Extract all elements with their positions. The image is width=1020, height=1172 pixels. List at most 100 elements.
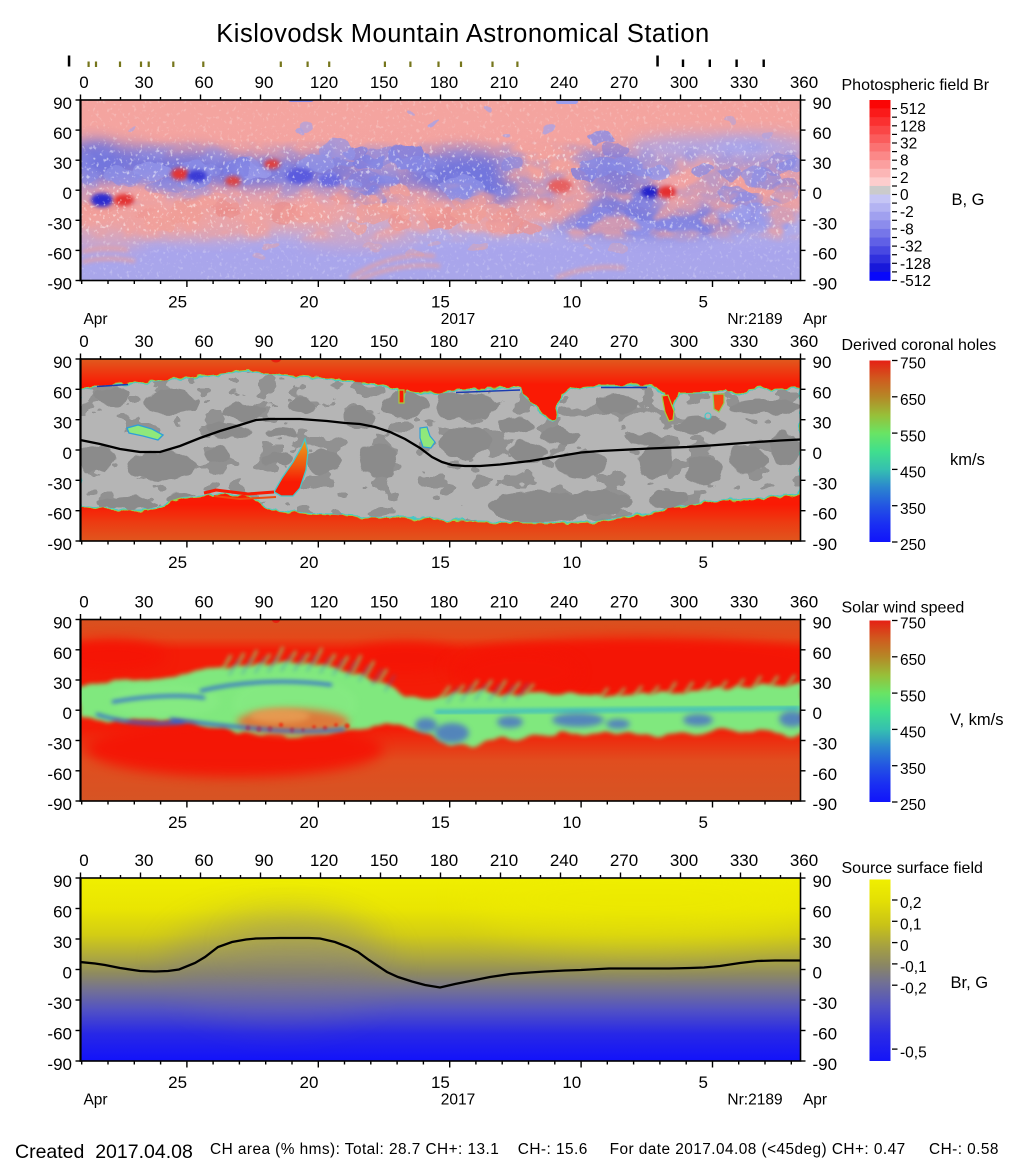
svg-text:0,1: 0,1 bbox=[900, 917, 922, 934]
svg-text:5: 5 bbox=[698, 1073, 707, 1092]
svg-text:32: 32 bbox=[900, 136, 917, 153]
svg-text:2017: 2017 bbox=[441, 311, 475, 328]
svg-text:120: 120 bbox=[310, 332, 338, 351]
svg-text:90: 90 bbox=[53, 94, 72, 113]
svg-text:0: 0 bbox=[63, 964, 72, 983]
svg-text:8: 8 bbox=[900, 153, 909, 170]
svg-text:270: 270 bbox=[610, 593, 638, 612]
svg-text:2: 2 bbox=[900, 170, 909, 187]
svg-text:0: 0 bbox=[79, 332, 88, 351]
svg-text:240: 240 bbox=[550, 332, 578, 351]
svg-text:128: 128 bbox=[900, 118, 926, 135]
svg-text:-128: -128 bbox=[900, 256, 931, 273]
svg-text:10: 10 bbox=[562, 293, 581, 312]
svg-text:20: 20 bbox=[300, 813, 319, 832]
svg-text:CH area (% hms): Total: 28.7 C: CH area (% hms): Total: 28.7 CH+: 13.1 bbox=[210, 1141, 499, 1158]
svg-text:300: 300 bbox=[670, 851, 698, 870]
svg-text:90: 90 bbox=[255, 73, 274, 92]
svg-text:30: 30 bbox=[813, 154, 832, 173]
svg-text:Created 2017.04.08: Created 2017.04.08 bbox=[15, 1141, 193, 1163]
svg-text:-30: -30 bbox=[47, 994, 72, 1013]
svg-text:-30: -30 bbox=[47, 214, 72, 233]
svg-text:B, G: B, G bbox=[952, 191, 985, 209]
svg-text:150: 150 bbox=[370, 73, 398, 92]
svg-text:60: 60 bbox=[53, 903, 72, 922]
svg-text:-60: -60 bbox=[47, 505, 72, 524]
svg-text:0: 0 bbox=[79, 593, 88, 612]
svg-text:60: 60 bbox=[195, 851, 214, 870]
svg-text:-90: -90 bbox=[813, 1055, 838, 1074]
svg-text:210: 210 bbox=[490, 593, 518, 612]
svg-text:0: 0 bbox=[63, 184, 72, 203]
svg-text:2017: 2017 bbox=[441, 1092, 475, 1109]
svg-text:650: 650 bbox=[900, 652, 926, 669]
svg-text:0: 0 bbox=[900, 187, 909, 204]
svg-text:30: 30 bbox=[135, 332, 154, 351]
svg-text:90: 90 bbox=[255, 593, 274, 612]
svg-text:-60: -60 bbox=[47, 244, 72, 263]
svg-text:-0,1: -0,1 bbox=[900, 959, 927, 976]
svg-text:750: 750 bbox=[900, 356, 926, 373]
svg-text:CH-: 0.58: CH-: 0.58 bbox=[929, 1141, 999, 1158]
svg-text:240: 240 bbox=[550, 851, 578, 870]
svg-text:180: 180 bbox=[430, 851, 458, 870]
svg-text:30: 30 bbox=[813, 414, 832, 433]
svg-text:180: 180 bbox=[430, 593, 458, 612]
svg-text:-60: -60 bbox=[47, 1025, 72, 1044]
svg-text:30: 30 bbox=[135, 73, 154, 92]
svg-text:25: 25 bbox=[168, 813, 187, 832]
svg-text:60: 60 bbox=[813, 124, 832, 143]
svg-text:240: 240 bbox=[550, 73, 578, 92]
svg-text:330: 330 bbox=[730, 593, 758, 612]
svg-text:15: 15 bbox=[431, 813, 450, 832]
svg-text:-60: -60 bbox=[813, 1025, 838, 1044]
svg-text:-30: -30 bbox=[813, 474, 838, 493]
svg-text:360: 360 bbox=[790, 332, 818, 351]
svg-text:-90: -90 bbox=[47, 535, 72, 554]
svg-text:270: 270 bbox=[610, 332, 638, 351]
svg-text:60: 60 bbox=[195, 332, 214, 351]
svg-text:550: 550 bbox=[900, 428, 926, 445]
svg-text:330: 330 bbox=[730, 851, 758, 870]
svg-text:20: 20 bbox=[300, 1073, 319, 1092]
svg-text:30: 30 bbox=[53, 154, 72, 173]
svg-text:10: 10 bbox=[562, 1073, 581, 1092]
svg-text:-30: -30 bbox=[813, 214, 838, 233]
svg-text:Source surface field: Source surface field bbox=[842, 860, 983, 877]
svg-text:120: 120 bbox=[310, 73, 338, 92]
svg-text:-2: -2 bbox=[900, 204, 914, 221]
svg-text:650: 650 bbox=[900, 392, 926, 409]
svg-text:-90: -90 bbox=[813, 795, 838, 814]
svg-text:30: 30 bbox=[813, 933, 832, 952]
svg-text:5: 5 bbox=[698, 813, 707, 832]
svg-text:0,2: 0,2 bbox=[900, 895, 922, 912]
svg-text:90: 90 bbox=[813, 94, 832, 113]
svg-text:90: 90 bbox=[53, 614, 72, 633]
svg-text:30: 30 bbox=[53, 933, 72, 952]
svg-text:CH-: 15.6: CH-: 15.6 bbox=[518, 1141, 588, 1158]
svg-text:360: 360 bbox=[790, 593, 818, 612]
svg-text:25: 25 bbox=[168, 293, 187, 312]
svg-text:-60: -60 bbox=[813, 505, 838, 524]
svg-text:Nr:2189: Nr:2189 bbox=[727, 311, 782, 328]
svg-text:0: 0 bbox=[813, 704, 822, 723]
svg-text:-90: -90 bbox=[47, 795, 72, 814]
svg-text:-30: -30 bbox=[813, 735, 838, 754]
svg-text:Derived coronal holes: Derived coronal holes bbox=[842, 337, 997, 354]
svg-text:300: 300 bbox=[670, 332, 698, 351]
svg-text:Apr: Apr bbox=[83, 311, 107, 328]
svg-text:0: 0 bbox=[813, 964, 822, 983]
svg-text:km/s: km/s bbox=[950, 451, 985, 469]
svg-text:750: 750 bbox=[900, 616, 926, 633]
svg-text:25: 25 bbox=[168, 1073, 187, 1092]
svg-text:30: 30 bbox=[53, 674, 72, 693]
svg-text:450: 450 bbox=[900, 465, 926, 482]
svg-text:20: 20 bbox=[300, 553, 319, 572]
svg-text:330: 330 bbox=[730, 73, 758, 92]
svg-text:330: 330 bbox=[730, 332, 758, 351]
svg-text:15: 15 bbox=[431, 553, 450, 572]
svg-text:For date 2017.04.08 (<45deg) C: For date 2017.04.08 (<45deg) CH+: 0.47 bbox=[610, 1141, 906, 1158]
svg-text:60: 60 bbox=[53, 383, 72, 402]
svg-text:0: 0 bbox=[63, 444, 72, 463]
svg-text:15: 15 bbox=[431, 293, 450, 312]
